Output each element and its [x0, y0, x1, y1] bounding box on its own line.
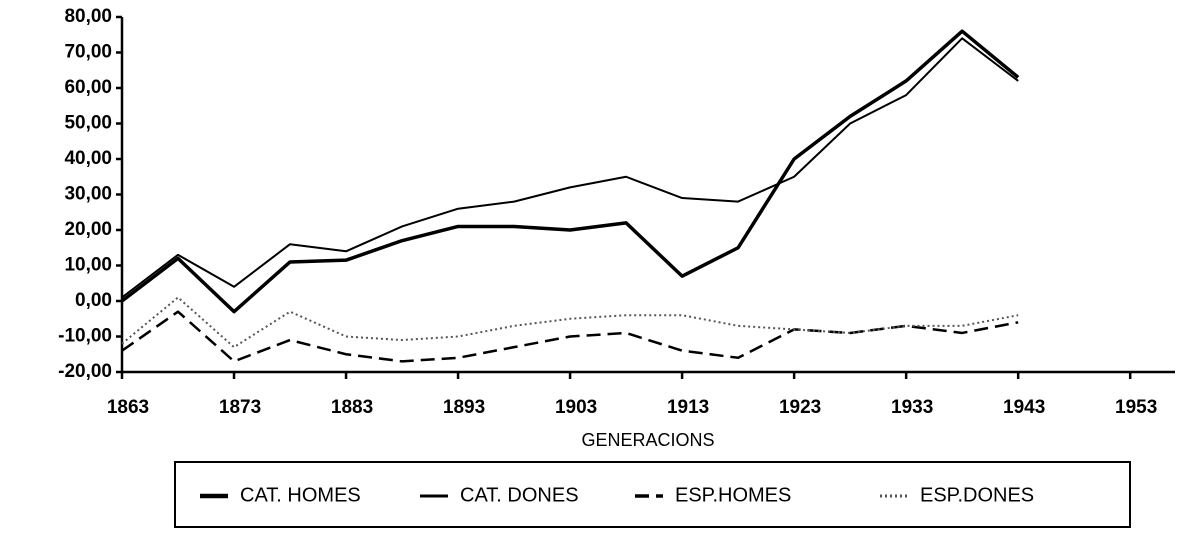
- y-tick-label: 40,00: [64, 148, 112, 169]
- legend-box: [174, 461, 1131, 528]
- y-tick-label: -20,00: [58, 361, 112, 382]
- y-tick-label: 0,00: [75, 290, 112, 311]
- legend-label: ESP.DONES: [920, 484, 1034, 506]
- x-tick-label: 1923: [779, 397, 821, 418]
- x-tick-label: 1883: [331, 397, 373, 418]
- y-tick-label: 30,00: [64, 184, 112, 205]
- y-tick-label: 10,00: [64, 255, 112, 276]
- y-tick-label: -10,00: [58, 326, 112, 347]
- x-tick-label: 1953: [1115, 397, 1157, 418]
- line: [121, 296, 1019, 349]
- legend-label: CAT. HOMES: [240, 484, 361, 506]
- legend-label: CAT. DONES: [460, 484, 579, 506]
- line: [120, 29, 1020, 314]
- y-tick-label: 50,00: [64, 113, 112, 134]
- legend-label: ESP.HOMES: [675, 484, 791, 506]
- x-tick-label: 1903: [555, 397, 597, 418]
- x-tick-label: 1863: [107, 397, 149, 418]
- x-axis-label: GENERACIONS: [581, 430, 714, 450]
- y-tick-label: 20,00: [64, 219, 112, 240]
- line: [121, 37, 1019, 299]
- y-tick-label: 80,00: [64, 6, 112, 27]
- x-tick-label: 1873: [219, 397, 261, 418]
- x-tick-label: 1913: [667, 397, 709, 418]
- x-tick-label: 1933: [891, 397, 933, 418]
- y-tick-label: 60,00: [64, 77, 112, 98]
- x-tick-label: 1943: [1003, 397, 1045, 418]
- line: [121, 310, 1019, 363]
- x-tick-label: 1893: [443, 397, 485, 418]
- y-tick-label: 70,00: [64, 42, 112, 63]
